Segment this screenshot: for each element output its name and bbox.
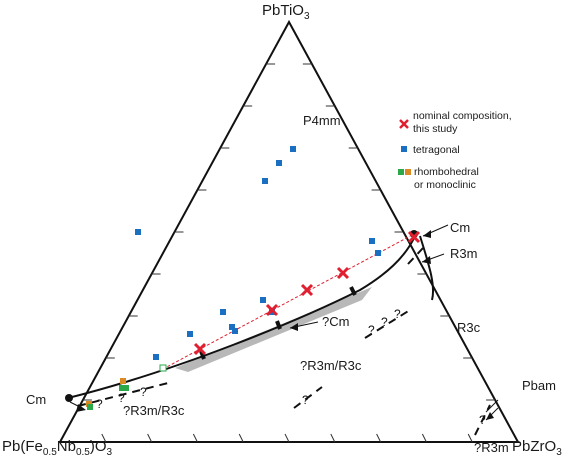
region-p4mm: P4mm xyxy=(303,113,341,128)
triple-point-left xyxy=(65,394,73,402)
edge-tick xyxy=(238,433,244,443)
region-cm-left: Cm xyxy=(26,392,46,407)
nominal-composition-marker xyxy=(193,342,207,356)
legend-nominal-marker xyxy=(399,119,409,129)
edge-tick xyxy=(147,433,153,443)
region-pbam: Pbam xyxy=(522,378,556,393)
nominal-composition-line xyxy=(162,233,415,370)
rhombo-green-marker xyxy=(119,385,125,391)
legend-tetragonal-marker xyxy=(401,146,407,152)
nominal-composition-marker xyxy=(407,230,421,244)
open-square-marker xyxy=(159,364,167,372)
tetragonal-marker xyxy=(369,238,375,244)
nominal-composition-marker xyxy=(336,266,350,280)
edge-tick xyxy=(101,433,107,443)
legend-rhombo-label-1: rhombohedral xyxy=(414,166,479,178)
tetragonal-marker xyxy=(153,354,159,360)
rhombo-orange-marker xyxy=(120,378,126,384)
svg-text:?: ? xyxy=(140,385,147,399)
legend-rhombo-green-marker xyxy=(398,169,404,175)
tetragonal-marker xyxy=(232,328,238,334)
rhombo-green-marker xyxy=(87,404,93,410)
region-cm-right: Cm xyxy=(450,220,470,235)
region-r3m-r3c-lower: ?R3m/R3c xyxy=(123,403,185,418)
vertex-label-top: PbTiO3 xyxy=(262,2,310,22)
tetragonal-marker xyxy=(135,229,141,235)
vertex-label-right: PbZrO3 xyxy=(512,438,562,455)
edge-tick xyxy=(192,433,198,443)
tetragonal-marker xyxy=(229,324,235,330)
arrow-heads xyxy=(76,230,494,420)
tetragonal-marker xyxy=(220,309,226,315)
legend-tetragonal-label: tetragonal xyxy=(413,144,460,156)
svg-text:?: ? xyxy=(118,391,125,405)
phase-boundary-upper xyxy=(67,235,416,399)
legend-rhombo-orange-marker xyxy=(405,169,411,175)
data-markers xyxy=(86,146,421,410)
edge-tick xyxy=(421,433,427,443)
edge-tick xyxy=(467,433,473,443)
svg-text:?: ? xyxy=(368,323,375,337)
region-r3m-bottom: ?R3m xyxy=(474,440,509,455)
svg-text:?: ? xyxy=(96,397,103,411)
svg-text:?: ? xyxy=(394,307,401,321)
edge-ticks xyxy=(82,63,496,443)
svg-text:?: ? xyxy=(302,393,309,407)
svg-text:?: ? xyxy=(381,315,388,329)
tetragonal-marker xyxy=(262,178,268,184)
legend-nominal-label-2: this study xyxy=(413,123,458,135)
tetragonal-marker xyxy=(290,146,296,152)
phase-boundary-right xyxy=(419,235,435,301)
edge-tick xyxy=(284,433,290,443)
vertex-label-left: Pb(Fe0.5Nb0.5)O3 xyxy=(2,438,113,455)
legend: nominal composition, this study tetragon… xyxy=(398,110,512,191)
svg-text:?: ? xyxy=(479,413,486,427)
tetragonal-marker xyxy=(375,250,381,256)
region-r3m-right: R3m xyxy=(450,246,477,261)
uncertain-boundaries xyxy=(77,247,491,436)
edge-tick xyxy=(330,433,336,443)
tetragonal-marker xyxy=(260,297,266,303)
region-r3c-right: R3c xyxy=(457,320,481,335)
legend-nominal-label-1: nominal composition, xyxy=(413,110,512,122)
region-r3m-r3c-center: ?R3m/R3c xyxy=(300,358,362,373)
tetragonal-marker xyxy=(187,331,193,337)
legend-rhombo-label-2: or monoclinic xyxy=(414,179,476,191)
region-cm-question: ?Cm xyxy=(322,314,349,329)
boundary-question-marks: ??? ??? ?? xyxy=(96,307,486,427)
nominal-composition-marker xyxy=(265,303,279,317)
tetragonal-marker xyxy=(276,160,282,166)
rhombo-green-marker xyxy=(123,385,129,391)
nominal-composition-marker xyxy=(300,283,314,297)
edge-tick xyxy=(376,433,382,443)
